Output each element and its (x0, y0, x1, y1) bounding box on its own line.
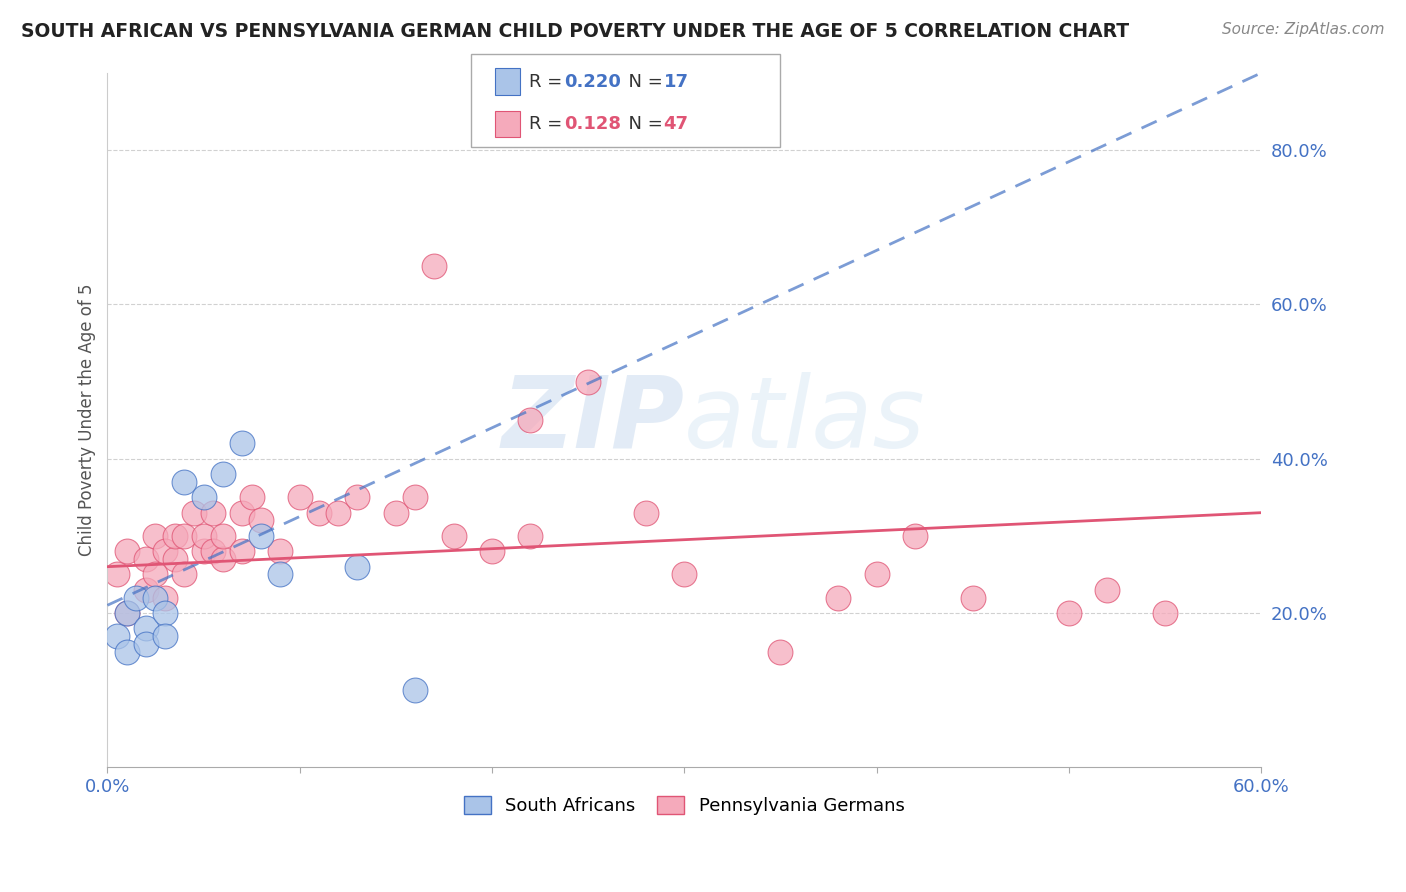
Point (423, 259, 446, 273)
Point (145, 529, 167, 543)
Point (115, 544, 138, 558)
Point (576, 375, 599, 389)
Point (519, 413, 541, 427)
Point (231, 436, 253, 450)
Text: atlas: atlas (685, 372, 927, 468)
Point (153, 629, 176, 643)
Point (135, 582, 157, 597)
Point (865, 567, 887, 582)
Point (202, 544, 225, 558)
Point (153, 591, 176, 605)
Point (163, 552, 186, 566)
Point (385, 506, 408, 520)
Point (115, 606, 138, 620)
Point (346, 559, 368, 574)
Point (211, 552, 233, 566)
Point (193, 529, 215, 543)
Point (481, 544, 503, 558)
Point (115, 644, 138, 658)
Text: R =: R = (529, 115, 568, 133)
Point (634, 506, 657, 520)
Point (153, 544, 176, 558)
Point (404, 683, 426, 698)
Point (153, 606, 176, 620)
Point (904, 529, 927, 543)
Point (308, 506, 330, 520)
Text: R =: R = (529, 73, 568, 91)
Point (231, 506, 253, 520)
Point (202, 506, 225, 520)
Point (193, 544, 215, 558)
Point (1057, 606, 1080, 620)
Point (231, 544, 253, 558)
Point (183, 506, 205, 520)
Point (105, 567, 128, 582)
Point (105, 629, 128, 643)
Point (135, 637, 157, 651)
Point (1097, 582, 1119, 597)
Point (211, 529, 233, 543)
Text: N =: N = (617, 73, 669, 91)
Point (769, 644, 792, 658)
Point (193, 490, 215, 504)
Point (163, 529, 186, 543)
Text: 17: 17 (664, 73, 689, 91)
Point (673, 567, 696, 582)
Text: 0.128: 0.128 (564, 115, 621, 133)
Point (135, 621, 157, 635)
Point (173, 475, 195, 489)
Text: 0.220: 0.220 (564, 73, 620, 91)
Text: Source: ZipAtlas.com: Source: ZipAtlas.com (1222, 22, 1385, 37)
Point (145, 567, 167, 582)
Point (288, 490, 311, 504)
Text: SOUTH AFRICAN VS PENNSYLVANIA GERMAN CHILD POVERTY UNDER THE AGE OF 5 CORRELATIO: SOUTH AFRICAN VS PENNSYLVANIA GERMAN CHI… (21, 22, 1129, 41)
Point (827, 591, 849, 605)
Point (346, 490, 368, 504)
Point (404, 490, 426, 504)
Text: ZIP: ZIP (502, 372, 685, 468)
Point (173, 529, 195, 543)
Point (326, 506, 349, 520)
Point (125, 591, 148, 605)
Point (211, 467, 233, 482)
Y-axis label: Child Poverty Under the Age of 5: Child Poverty Under the Age of 5 (79, 284, 96, 557)
Point (1154, 606, 1177, 620)
Text: N =: N = (617, 115, 669, 133)
Point (135, 552, 157, 566)
Point (115, 606, 138, 620)
Legend: South Africans, Pennsylvania Germans: South Africans, Pennsylvania Germans (454, 787, 914, 824)
Point (145, 591, 167, 605)
Text: 47: 47 (664, 115, 689, 133)
Point (269, 567, 291, 582)
Point (250, 529, 273, 543)
Point (443, 529, 465, 543)
Point (173, 567, 195, 582)
Point (962, 591, 984, 605)
Point (519, 529, 541, 543)
Point (240, 490, 263, 504)
Point (269, 544, 291, 558)
Point (250, 513, 273, 527)
